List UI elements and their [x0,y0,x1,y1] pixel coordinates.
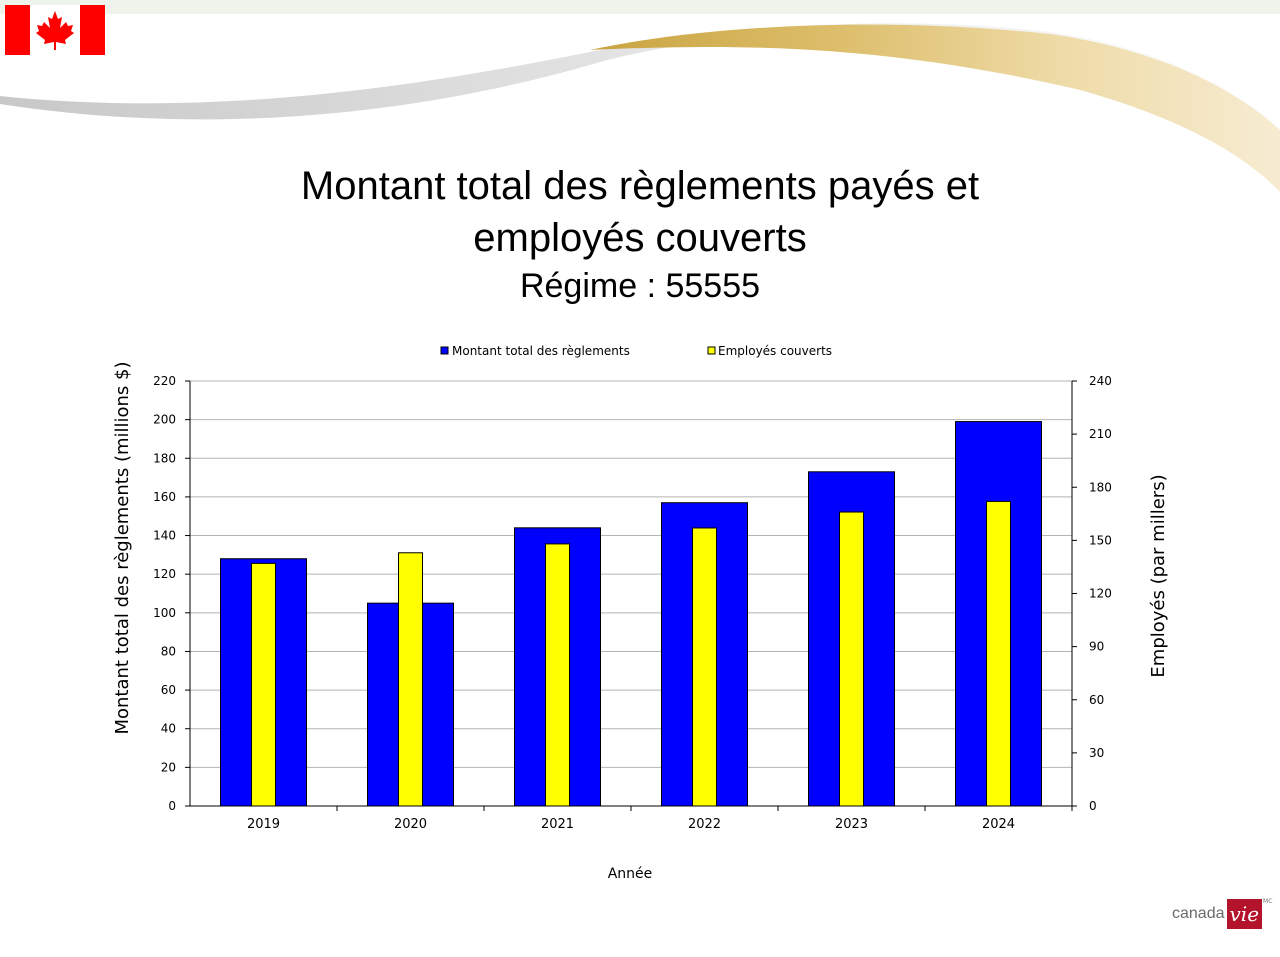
slide-subtitle: Régime : 55555 [519,267,761,305]
y2-tick-label: 90 [1089,640,1104,654]
grey-swoosh [0,23,1280,191]
y2-tick-label: 180 [1089,480,1112,494]
y2-tick-label: 210 [1089,427,1112,441]
y-tick-label: 120 [153,567,176,581]
slide-title-line-1: Montant total des règlements payés et [300,164,980,208]
y-tick-label: 20 [161,760,176,774]
bar-employees-2022 [692,527,717,807]
y2-tick-label: 150 [1089,533,1112,547]
y-tick-label: 40 [161,722,176,736]
y2-tick-label: 120 [1089,587,1112,601]
x-tick-label: 2024 [982,817,1015,832]
bar-employees-2020 [398,552,423,807]
legend-label-employees: Employés couverts [718,344,832,358]
slide-title-line-2: employés couverts [473,216,807,260]
y-tick-label: 0 [168,799,176,813]
gold-swoosh [590,24,1280,192]
x-axis-title: Année [608,866,653,882]
canada-flag-icon [5,5,105,55]
chart-legend: Montant total des règlements Employés cou… [440,344,832,358]
legend-swatch-employees [707,346,716,355]
x-tick-label: 2020 [394,817,427,832]
series-employees-bars [251,500,1011,807]
y-tick-label: 60 [161,683,176,697]
y2-tick-label: 240 [1089,374,1112,388]
logo-box: vie [1226,899,1263,929]
bar-employees-2019 [251,562,276,807]
logo-word: canada [1172,905,1225,922]
title-block: Montant total des règlements payés et em… [190,160,1090,308]
x-tick-label: 2021 [541,817,574,832]
bar-employees-2023 [839,511,864,807]
y-tick-label: 180 [153,451,176,465]
canada-vie-logo: canada vie MC [1172,898,1272,930]
y2-axis-title: Employés (par millers) [1148,474,1169,677]
top-strip [0,0,1280,14]
y-tick-label: 80 [161,644,176,658]
logo-trademark: MC [1263,898,1273,905]
y-tick-label: 140 [153,529,176,543]
bar-employees-2024 [986,500,1011,807]
x-tick-label: 2022 [688,817,721,832]
maple-leaf-icon [36,11,74,50]
y-tick-label: 200 [153,413,176,427]
legend-label-claims: Montant total des règlements [452,344,630,358]
chart-axes [185,380,1077,811]
chart-grid [190,380,1072,768]
y-axis-title: Montant total des règlements (millions $… [112,361,133,734]
y-tick-label: 160 [153,490,176,504]
y-tick-label: 220 [153,374,176,388]
y2-tick-label: 60 [1089,693,1104,707]
x-tick-label: 2023 [835,817,868,832]
legend-swatch-claims [440,346,449,355]
y2-tick-label: 30 [1089,746,1104,760]
chart-tick-labels: 2019 2020 2021 2022 2023 2024 0 20 40 60 80 100 120 1… [153,374,1112,832]
y-tick-label: 100 [153,606,176,620]
y2-tick-label: 0 [1089,799,1097,813]
x-tick-label: 2019 [247,817,280,832]
series-claims-bars [220,421,1042,807]
bar-employees-2021 [545,543,570,807]
